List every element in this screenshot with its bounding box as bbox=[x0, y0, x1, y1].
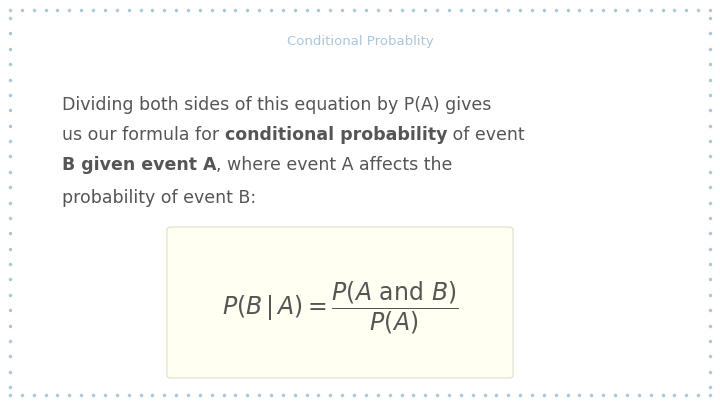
Text: Conditional Probablity: Conditional Probablity bbox=[287, 36, 433, 49]
Text: of event: of event bbox=[447, 126, 525, 144]
Text: Dividing both sides of this equation by P(A) gives: Dividing both sides of this equation by … bbox=[62, 96, 491, 114]
Text: , where event A affects the: , where event A affects the bbox=[217, 156, 453, 174]
Text: $P(B\,|\,A) = \dfrac{P(A\ \mathrm{and}\ B)}{P(A)}$: $P(B\,|\,A) = \dfrac{P(A\ \mathrm{and}\ … bbox=[222, 279, 458, 336]
Text: B given event A: B given event A bbox=[62, 156, 217, 174]
Text: conditional probability: conditional probability bbox=[225, 126, 447, 144]
Text: probability of event B:: probability of event B: bbox=[62, 189, 256, 207]
Text: us our formula for: us our formula for bbox=[62, 126, 225, 144]
FancyBboxPatch shape bbox=[167, 227, 513, 378]
